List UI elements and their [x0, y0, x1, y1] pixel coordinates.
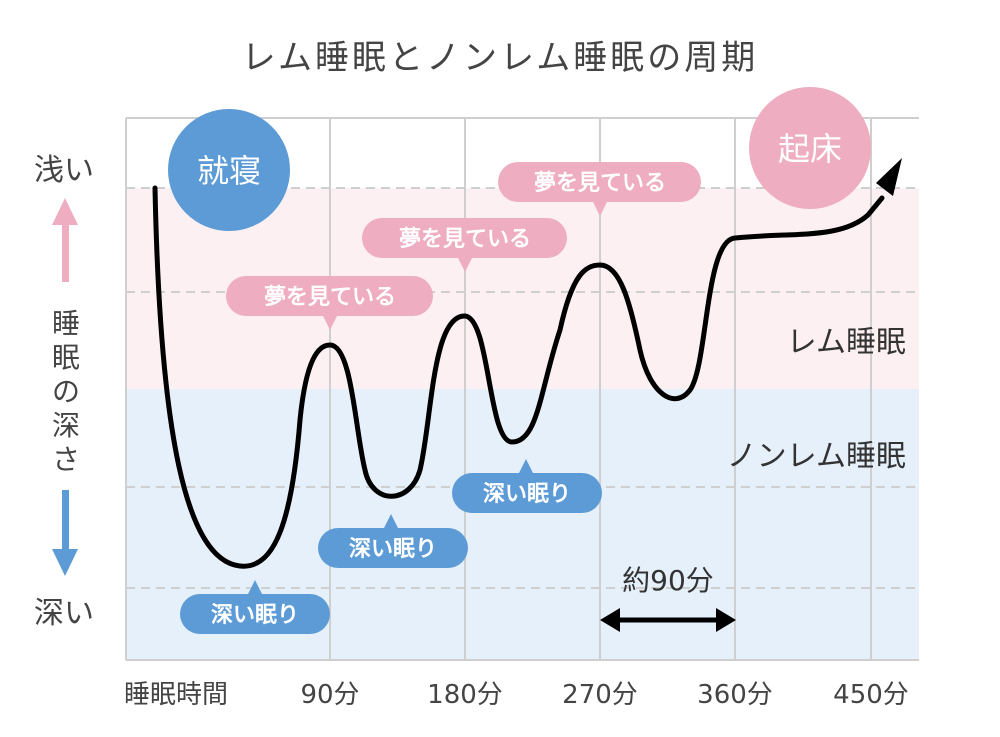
deep-arrow [52, 490, 78, 576]
y-middle-char: 睡 [52, 307, 80, 340]
x-tick-label: 90分 [300, 680, 359, 710]
dream-callout [498, 162, 701, 216]
y-middle-char: の [52, 375, 80, 408]
rem-zone-label: レム睡眠 [787, 325, 906, 360]
dream-callout-label: 夢を見ている [399, 227, 531, 252]
dream-callout-label: 夢を見ている [264, 285, 396, 310]
y-middle-char: 眠 [52, 341, 80, 374]
x-tick-label: 180分 [427, 680, 503, 710]
sleep-circle-label: 就寝 [197, 152, 261, 190]
deep-callout-label: 深い眠り [483, 482, 571, 507]
sleep-circle [168, 109, 290, 231]
x-tick-label: 睡眠時間 [124, 680, 228, 710]
y-middle-label: 睡 眠 の 深 さ [52, 307, 80, 476]
x-tick-label: 360分 [697, 680, 773, 710]
cycle-span-arrow [600, 608, 736, 632]
dream-callout-label: 夢を見ている [534, 171, 666, 196]
deep-callout-label: 深い眠り [211, 603, 299, 628]
chart-title: レム睡眠とノンレム睡眠の周期 [241, 38, 759, 78]
deep-callout [180, 580, 330, 634]
wake-circle [749, 87, 871, 209]
x-axis-ticks: 睡眠時間 90分 180分 270分 360分 450分 [124, 680, 909, 710]
wake-arrowhead [876, 158, 902, 196]
wake-circle-label: 起床 [778, 130, 842, 168]
cycle-label: 約90分 [622, 564, 714, 597]
deep-callout-label: 深い眠り [349, 537, 437, 562]
x-tick-label: 450分 [833, 680, 909, 710]
nonrem-zone-label: ノンレム睡眠 [727, 439, 906, 474]
dream-callout [362, 218, 567, 272]
shallow-arrow [52, 198, 78, 282]
x-tick-label: 270分 [562, 680, 638, 710]
y-middle-char: 深 [52, 409, 80, 442]
y-top-label: 浅い [34, 153, 94, 188]
sleep-depth-curve [152, 185, 885, 569]
dream-callout [226, 276, 433, 330]
deep-callout [452, 459, 602, 513]
y-middle-char: さ [52, 443, 80, 476]
y-bottom-label: 深い [34, 596, 94, 631]
deep-callout [318, 514, 468, 568]
